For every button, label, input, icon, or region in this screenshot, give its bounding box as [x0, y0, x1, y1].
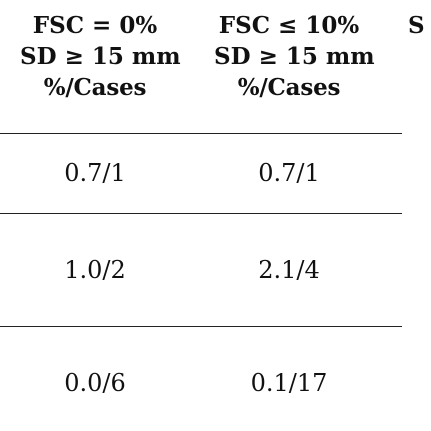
row-divider — [0, 326, 402, 327]
table-cell: 1.0/2 — [64, 256, 126, 284]
column-header-line: FSC ≤ 10% — [218, 12, 360, 39]
table-cell: 0.7/1 — [258, 159, 320, 187]
column-header-partial: S — [408, 10, 431, 41]
column-header-line: S — [408, 12, 425, 39]
table-cell: 0.7/1 — [64, 159, 126, 187]
column-header-line: FSC = 0% — [32, 12, 158, 39]
row-divider — [0, 133, 402, 134]
column-header-fsc-0: FSC = 0% SD ≥ 15 mm %/Cases — [20, 10, 181, 103]
column-header-line: %/Cases — [43, 74, 147, 101]
column-header-line: SD ≥ 15 mm — [20, 43, 181, 70]
table-cell: 2.1/4 — [258, 256, 320, 284]
row-divider — [0, 213, 402, 214]
table-cell: 0.1/17 — [250, 369, 328, 397]
column-header-line: %/Cases — [237, 74, 341, 101]
column-header-line: SD ≥ 15 mm — [214, 43, 375, 70]
table-cell: 0.0/6 — [64, 369, 126, 397]
column-header-fsc-10: FSC ≤ 10% SD ≥ 15 mm %/Cases — [214, 10, 375, 103]
